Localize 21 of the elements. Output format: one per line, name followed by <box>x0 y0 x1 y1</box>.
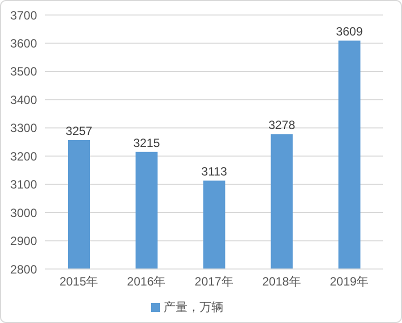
y-tick-label: 3400 <box>10 92 38 107</box>
data-label: 3257 <box>66 124 93 138</box>
x-tick-label: 2017年 <box>194 274 234 289</box>
legend-label: 产量，万辆 <box>164 300 224 314</box>
y-tick-label: 3300 <box>10 121 38 136</box>
x-tick-label: 2019年 <box>330 274 369 289</box>
y-tick-label: 3000 <box>10 206 38 220</box>
y-tick-label: 3700 <box>10 8 38 22</box>
data-label: 3278 <box>268 118 296 132</box>
y-tick-label: 3200 <box>10 149 38 164</box>
x-tick-label: 2016年 <box>127 274 166 289</box>
data-label: 3113 <box>201 164 228 179</box>
x-tick-label: 2015年 <box>59 274 98 289</box>
y-tick-label: 2900 <box>10 234 38 248</box>
y-tick-label: 2800 <box>10 262 38 276</box>
y-tick-label: 3600 <box>10 36 38 50</box>
data-label: 3609 <box>336 24 364 39</box>
y-tick-label: 3100 <box>10 178 38 192</box>
data-label: 3215 <box>133 136 160 150</box>
y-tick-label: 3500 <box>10 64 38 79</box>
x-tick-label: 2018年 <box>262 274 301 289</box>
